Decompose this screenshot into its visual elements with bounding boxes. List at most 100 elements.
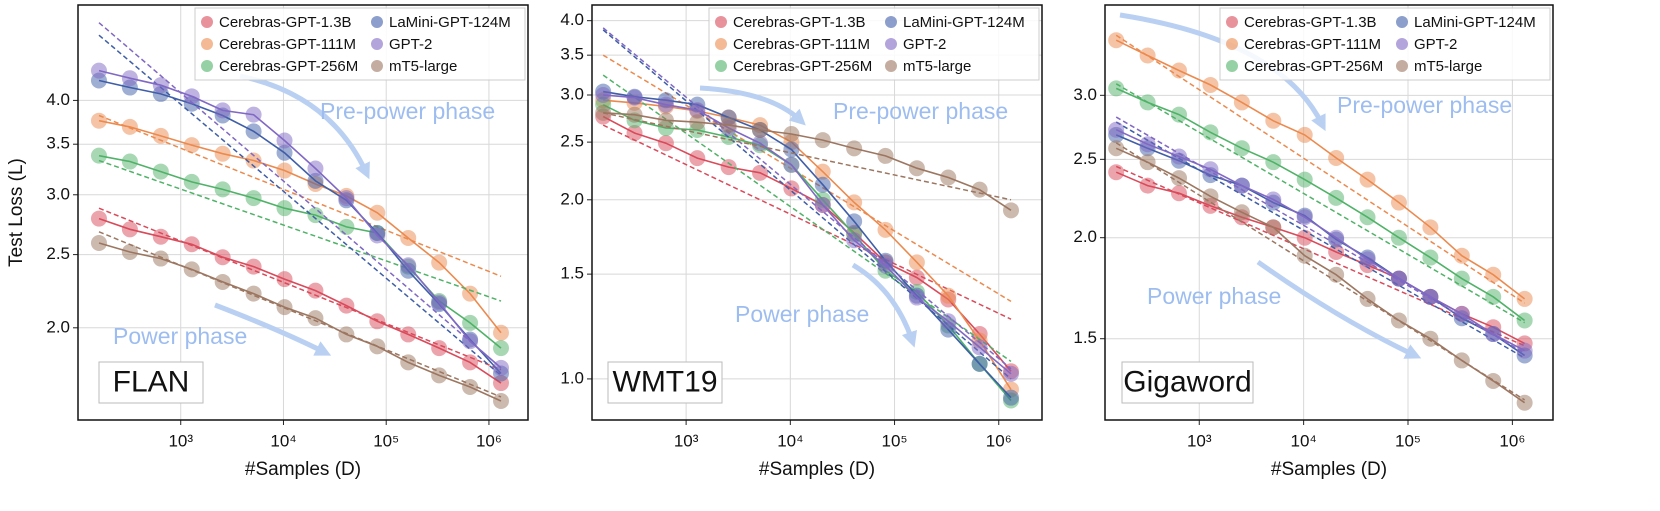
annotation: Power phase [113, 323, 247, 349]
legend-label: Cerebras-GPT-256M [219, 58, 358, 75]
legend-box [1219, 7, 1551, 81]
point [152, 250, 169, 267]
point [214, 249, 231, 266]
y-tick-label: 1.5 [1073, 328, 1097, 347]
point [720, 159, 737, 176]
y-tick-label: 3.5 [560, 45, 584, 64]
point [400, 354, 417, 371]
point [1359, 251, 1376, 268]
legend-box [708, 7, 1040, 81]
legend-marker [1226, 60, 1238, 72]
point [1328, 229, 1345, 246]
y-tick-label: 3.0 [1073, 85, 1097, 104]
legend-marker [885, 16, 897, 28]
point [431, 340, 448, 357]
point [245, 123, 262, 140]
legend-marker [201, 38, 213, 50]
annotation: Power phase [735, 301, 869, 327]
point [1296, 209, 1313, 226]
point [400, 326, 417, 343]
point [1516, 342, 1533, 359]
point [877, 257, 894, 274]
fit-line [602, 54, 1012, 303]
dataset-label: FLAN [113, 365, 190, 398]
x-axis-label: #Samples (D) [245, 459, 361, 480]
point [1296, 247, 1313, 264]
point [657, 96, 674, 113]
legend-marker [885, 60, 897, 72]
arrow [214, 302, 332, 356]
point [462, 333, 479, 350]
legend-label: Cerebras-GPT-1.3B [1244, 14, 1377, 31]
point [90, 210, 107, 227]
point [1233, 177, 1250, 194]
point [783, 156, 800, 173]
legend-label: Cerebras-GPT-111M [733, 36, 870, 53]
point [276, 132, 293, 149]
annotation: Pre-power phase [833, 98, 1008, 124]
point [276, 162, 293, 179]
point [908, 269, 925, 286]
point [846, 194, 863, 211]
point [1453, 352, 1470, 369]
point [1202, 188, 1219, 205]
point [1516, 312, 1533, 329]
point [1422, 249, 1439, 266]
legend-marker [371, 60, 383, 72]
point [1485, 372, 1502, 389]
point [752, 164, 769, 181]
y-tick-label: 4.0 [46, 90, 70, 109]
x-axis-label: #Samples (D) [759, 459, 875, 480]
point [908, 160, 925, 177]
legend-label: Cerebras-GPT-1.3B [733, 14, 866, 31]
point [152, 228, 169, 245]
legend-label: Cerebras-GPT-1.3B [219, 14, 352, 31]
point [214, 273, 231, 290]
point [1171, 148, 1188, 165]
point [1328, 149, 1345, 166]
point [1390, 270, 1407, 287]
point [245, 152, 262, 169]
point [369, 227, 386, 244]
point [689, 150, 706, 167]
x-tick-label: 10⁵ [1395, 431, 1421, 450]
y-axis-label: Test Loss (L) [6, 158, 27, 267]
point [1296, 171, 1313, 188]
legend-label: Cerebras-GPT-256M [733, 58, 872, 75]
point [752, 122, 769, 139]
point [1516, 394, 1533, 411]
point [1359, 209, 1376, 226]
point [462, 314, 479, 331]
y-tick-label: 2.5 [46, 244, 70, 263]
point [245, 258, 262, 275]
point [689, 102, 706, 119]
point [276, 271, 293, 288]
x-tick-label: 10⁶ [1499, 431, 1525, 450]
legend-marker [715, 38, 727, 50]
legend-marker [371, 16, 383, 28]
arrow [699, 85, 806, 126]
point [1139, 47, 1156, 64]
legend-marker [201, 16, 213, 28]
point [877, 147, 894, 164]
x-tick-label: 10⁴ [1291, 431, 1317, 450]
point [940, 287, 957, 304]
point [431, 367, 448, 384]
point [493, 340, 510, 357]
plot-area [1108, 12, 1533, 411]
point [1516, 290, 1533, 307]
point [783, 180, 800, 197]
point [183, 236, 200, 253]
point [626, 106, 643, 123]
point [1202, 161, 1219, 178]
point [400, 229, 417, 246]
point [152, 127, 169, 144]
point [276, 144, 293, 161]
point [657, 112, 674, 129]
point [338, 297, 355, 314]
point [245, 285, 262, 302]
point [1390, 312, 1407, 329]
point [1422, 219, 1439, 236]
panel: 10³ 10⁴ 10⁵ 10⁶ 2.0 2.5 3.0 3.5 4.0 Pre-power pha… [6, 4, 529, 480]
